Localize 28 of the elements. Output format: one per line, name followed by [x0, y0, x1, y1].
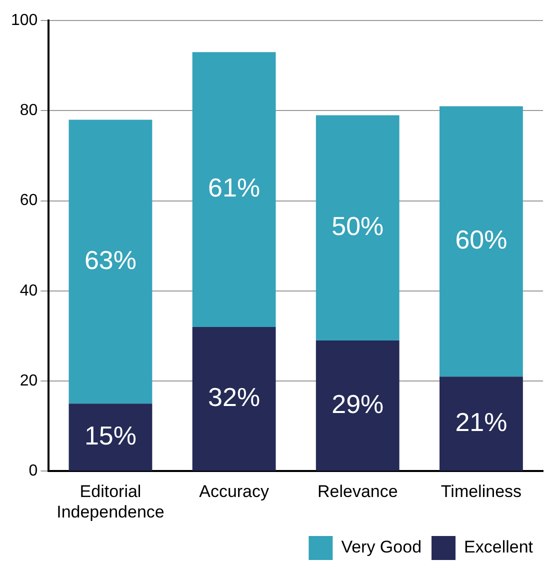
data-label: 29%: [332, 388, 384, 419]
data-label: 21%: [455, 406, 508, 437]
data-label: 50%: [332, 211, 384, 242]
bar: [316, 340, 400, 471]
data-label: 60%: [455, 224, 508, 255]
y-tick-label: 40: [20, 282, 38, 300]
data-label: 32%: [208, 382, 260, 412]
x-tick-label: Editorial Independence: [56, 482, 164, 522]
legend-label: Excellent: [464, 538, 534, 557]
y-tick-label: 100: [10, 12, 38, 30]
bar: [192, 52, 276, 328]
bar: [440, 106, 523, 377]
bar: [316, 115, 400, 341]
legend-label: Very Good: [341, 538, 422, 557]
y-tick-label: 20: [20, 372, 38, 390]
bar: [68, 120, 152, 404]
bar: [192, 327, 276, 471]
data-label: 61%: [208, 172, 260, 203]
bar: [68, 404, 152, 471]
x-tick-label: Accuracy: [199, 482, 270, 502]
x-tick-label: Relevance: [317, 482, 398, 502]
data-label: 63%: [84, 244, 137, 275]
y-tick-label: 60: [20, 192, 38, 210]
bar: [440, 376, 523, 471]
y-tick-label: 0: [28, 462, 38, 480]
x-tick-label: Timeliness: [440, 482, 522, 502]
y-tick-label: 80: [20, 102, 38, 120]
data-label: 15%: [84, 420, 137, 450]
